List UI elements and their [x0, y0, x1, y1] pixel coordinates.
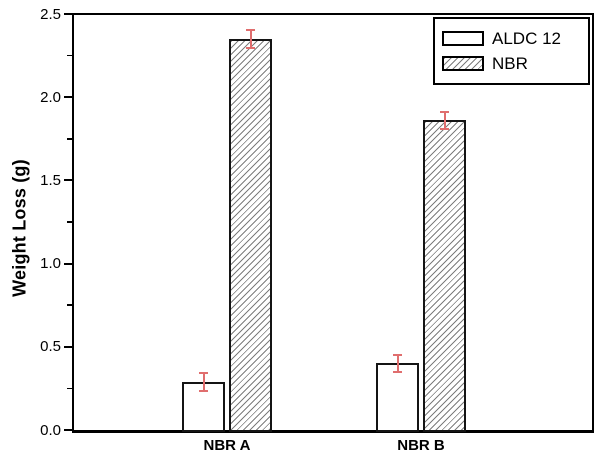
bar-aldc12-nbr-b	[376, 363, 419, 432]
legend-item-nbr: NBR	[442, 54, 588, 73]
y-tick-label: 0.0	[40, 421, 61, 439]
legend-item-aldc12: ALDC 12	[442, 29, 588, 48]
x-category-label: NBR B	[397, 437, 445, 454]
y-axis-major-tick	[64, 96, 72, 99]
legend-label: ALDC 12	[492, 29, 561, 48]
y-tick-label: 1.5	[40, 171, 61, 189]
y-axis-major-tick	[64, 345, 72, 348]
y-axis-major-tick	[64, 13, 72, 15]
y-axis-minor-tick	[67, 387, 72, 390]
bar-nbr-nbr-a	[229, 38, 272, 432]
error-bar	[199, 371, 208, 392]
plot-frame	[72, 13, 594, 433]
y-axis-minor-tick	[67, 138, 72, 140]
y-axis-minor-tick	[67, 54, 72, 57]
y-tick-label: 0.5	[40, 338, 61, 356]
bar-nbr-nbr-b	[423, 120, 466, 432]
legend-swatch-hatched	[442, 56, 484, 71]
y-axis-major-tick	[64, 429, 72, 431]
y-axis-major-tick	[64, 262, 72, 265]
error-bar	[440, 111, 449, 130]
y-axis-minor-tick	[67, 304, 72, 306]
x-category-label: NBR A	[203, 437, 251, 454]
legend-swatch-solid	[442, 31, 484, 46]
y-tick-label: 1.0	[40, 255, 61, 273]
y-tick-label: 2.0	[40, 88, 61, 106]
legend: ALDC 12 NBR	[433, 17, 590, 85]
y-axis-major-tick	[64, 179, 72, 182]
y-axis-minor-tick	[67, 221, 72, 223]
error-bar	[393, 354, 402, 373]
y-tick-label: 2.5	[40, 5, 61, 23]
legend-label: NBR	[492, 54, 528, 73]
error-bar	[246, 28, 255, 49]
